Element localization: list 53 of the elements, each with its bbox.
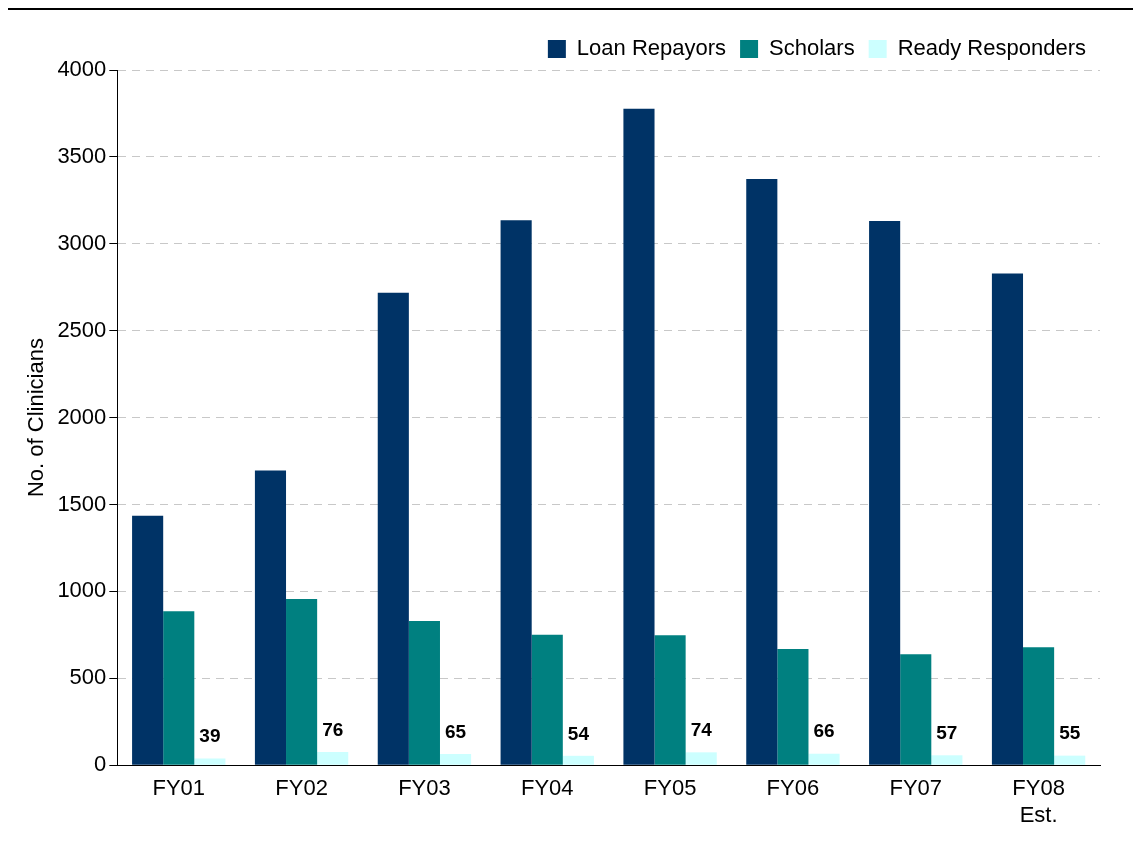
data-label: 65 <box>444 720 467 742</box>
x-tick-label: FY03 <box>398 775 451 801</box>
x-tick-label: FY05 <box>643 775 697 801</box>
bar <box>531 634 563 765</box>
bar <box>163 611 195 765</box>
y-tick-label: 3000 <box>57 229 107 255</box>
legend-label: Scholars <box>769 35 855 61</box>
y-tick-label: 4000 <box>57 56 107 82</box>
x-tick-label: FY01 <box>152 775 206 801</box>
bar <box>439 753 472 765</box>
y-tick-label: 2500 <box>57 316 107 342</box>
x-tick-label: FY07 <box>889 775 943 801</box>
legend-label: Ready Responders <box>897 35 1087 61</box>
bar <box>808 753 840 765</box>
bar <box>500 220 532 765</box>
bar <box>132 515 164 765</box>
data-label: 54 <box>567 722 590 744</box>
x-tick-label: FY06 <box>766 775 820 801</box>
bar <box>1054 755 1086 765</box>
data-label: 74 <box>690 719 713 741</box>
bar <box>991 273 1024 765</box>
data-label: 39 <box>199 725 221 747</box>
bar <box>869 221 901 765</box>
y-axis-title: No. of Clinicians <box>23 338 49 498</box>
bar <box>685 752 717 765</box>
y-tick-label: 1000 <box>57 577 107 603</box>
bar <box>254 470 287 765</box>
bar <box>654 635 686 765</box>
bar <box>408 621 440 765</box>
y-tick-label: 3500 <box>57 142 107 168</box>
bar <box>377 292 409 765</box>
bar <box>317 751 349 765</box>
bar <box>777 649 809 765</box>
y-tick-label: 2000 <box>57 403 107 429</box>
bar <box>194 758 226 765</box>
x-tick-label: FY04 <box>520 775 574 801</box>
bar <box>1023 647 1055 765</box>
bar <box>746 178 778 765</box>
data-label: 76 <box>322 718 344 740</box>
y-tick-label: 0 <box>94 751 107 777</box>
y-tick-label: 1500 <box>57 490 107 516</box>
x-tick-label: FY08 Est. <box>1012 775 1065 827</box>
data-label: 66 <box>813 720 835 742</box>
bar <box>562 755 594 765</box>
bar <box>286 599 318 765</box>
data-label: 55 <box>1059 722 1081 744</box>
legend-label: Loan Repayors <box>576 35 727 61</box>
data-label: 57 <box>936 722 958 744</box>
x-tick-label: FY02 <box>275 775 328 801</box>
bar <box>931 755 963 765</box>
bar <box>900 654 932 765</box>
y-tick-label: 500 <box>69 664 107 690</box>
bar <box>623 108 655 765</box>
